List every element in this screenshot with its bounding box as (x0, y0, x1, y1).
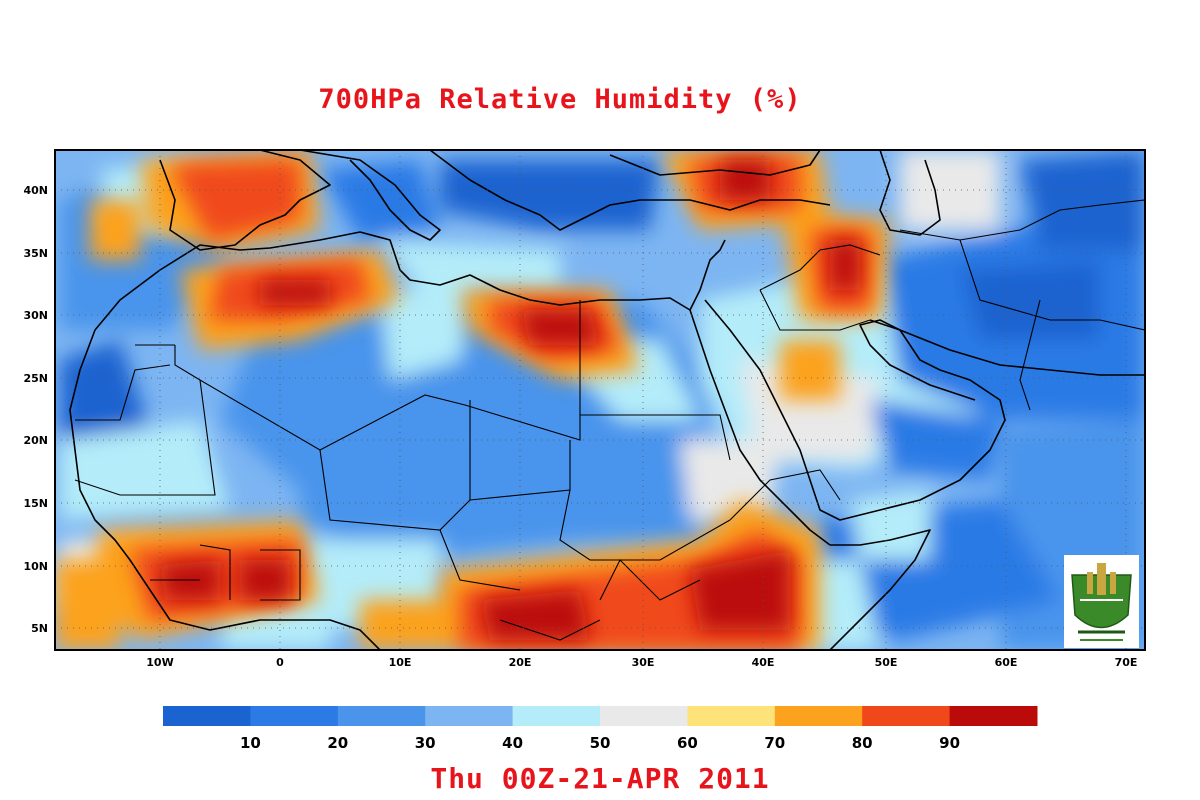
lon-tick-label: 10E (389, 656, 412, 669)
colorbar-segment (949, 706, 1038, 726)
colorbar-label: 20 (327, 734, 348, 752)
colorbar-segment (337, 706, 426, 726)
colorbar-segment (600, 706, 688, 726)
colorbar-label: 10 (240, 734, 261, 752)
lon-tick-label: 70E (1115, 656, 1138, 669)
map-title: 700HPa Relative Humidity (%) (318, 84, 802, 115)
lat-tick-label: 35N (23, 247, 48, 260)
colorbar-segment (250, 706, 339, 726)
lat-tick-label: 25N (23, 372, 48, 385)
lon-tick-label: 50E (875, 656, 898, 669)
lat-tick-label: 40N (23, 184, 48, 197)
colorbar-segment (774, 706, 863, 726)
colorbar-label: 50 (590, 734, 611, 752)
university-seal-icon (1064, 555, 1139, 648)
lon-tick-label: 40E (752, 656, 775, 669)
colorbar-label: 80 (852, 734, 873, 752)
colorbar-label: 90 (939, 734, 960, 752)
lon-axis: 10W 0 10E 20E 30E 40E 50E 60E 70E (146, 656, 1137, 669)
lat-tick-label: 15N (23, 497, 48, 510)
lat-tick-label: 10N (23, 560, 48, 573)
lon-tick-label: 60E (995, 656, 1018, 669)
lat-tick-label: 30N (23, 309, 48, 322)
lon-tick-label: 10W (146, 656, 173, 669)
lat-axis: 40N 35N 30N 25N 20N 15N 10N 5N (23, 184, 48, 635)
lat-tick-label: 5N (31, 622, 48, 635)
lon-tick-label: 20E (509, 656, 532, 669)
colorbar-label: 70 (764, 734, 785, 752)
lon-tick-label: 30E (632, 656, 655, 669)
colorbar-segment (512, 706, 601, 726)
colorbar-label: 30 (415, 734, 436, 752)
colorbar-segment (687, 706, 776, 726)
colorbar: 10 20 30 40 50 60 70 80 90 (163, 706, 1038, 752)
lon-tick-label: 0 (276, 656, 284, 669)
coastlines (69, 150, 1145, 650)
humidity-field (55, 150, 1145, 650)
colorbar-segment (425, 706, 514, 726)
colorbar-segment (163, 706, 251, 726)
borders (74, 199, 1145, 641)
lat-tick-label: 20N (23, 434, 48, 447)
humidity-map: 40N 35N 30N 25N 20N 15N 10N 5N 10W 0 10E… (23, 149, 1146, 752)
valid-time: Thu 00Z-21-APR 2011 (430, 762, 770, 795)
colorbar-label: 40 (502, 734, 523, 752)
colorbar-label: 60 (677, 734, 698, 752)
plot-frame (54, 149, 1146, 651)
colorbar-segment (862, 706, 951, 726)
